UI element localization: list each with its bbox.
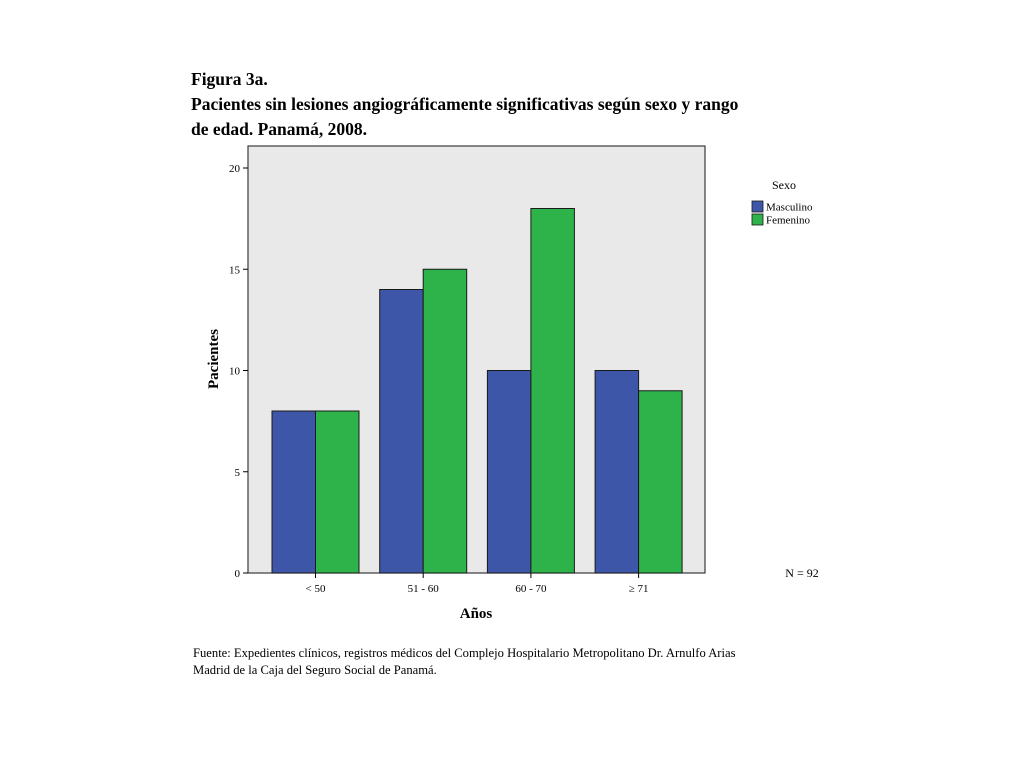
legend-swatch-masculino <box>751 200 764 213</box>
bar-masculino <box>271 410 316 574</box>
bar-femenino <box>530 208 575 574</box>
bar-femenino <box>422 268 468 574</box>
y-tick-label: 10 <box>229 366 241 378</box>
bar-femenino <box>315 410 360 574</box>
legend-swatch-femenino <box>751 213 764 226</box>
figure-title-line-2: de edad. Panamá, 2008. <box>191 119 367 139</box>
source-line-1: Fuente: Expedientes clínicos, registros … <box>193 646 736 660</box>
legend-label-femenino: Femenino <box>766 215 810 227</box>
y-tick-label: 5 <box>235 467 241 479</box>
x-category-label: 51 - 60 <box>408 583 440 595</box>
legend-title: Sexo <box>772 178 796 192</box>
bar-masculino <box>486 370 532 574</box>
y-tick-label: 0 <box>235 568 241 580</box>
figure-caption-label: Figura 3a. <box>191 69 268 89</box>
x-category-label: ≥ 71 <box>629 583 649 595</box>
bar-masculino <box>594 370 640 574</box>
x-category-label: 60 - 70 <box>515 583 547 595</box>
y-tick-label: 20 <box>229 163 241 175</box>
x-category-label: < 50 <box>306 583 326 595</box>
bar-masculino <box>379 289 424 574</box>
source-note: Fuente: Expedientes clínicos, registros … <box>193 645 853 679</box>
figure-title: Figura 3a. Pacientes sin lesiones angiog… <box>191 67 831 142</box>
x-axis-title: Años <box>460 606 493 622</box>
bar-femenino <box>638 390 683 574</box>
figure-title-line-1: Pacientes sin lesiones angiográficamente… <box>191 94 739 114</box>
source-line-2: Madrid de la Caja del Seguro Social de P… <box>193 663 437 677</box>
y-tick-label: 15 <box>229 264 241 276</box>
sample-size-annotation: N = 92 <box>785 566 818 580</box>
legend-label-masculino: Masculino <box>766 202 813 214</box>
y-axis-title: Pacientes <box>206 329 222 389</box>
